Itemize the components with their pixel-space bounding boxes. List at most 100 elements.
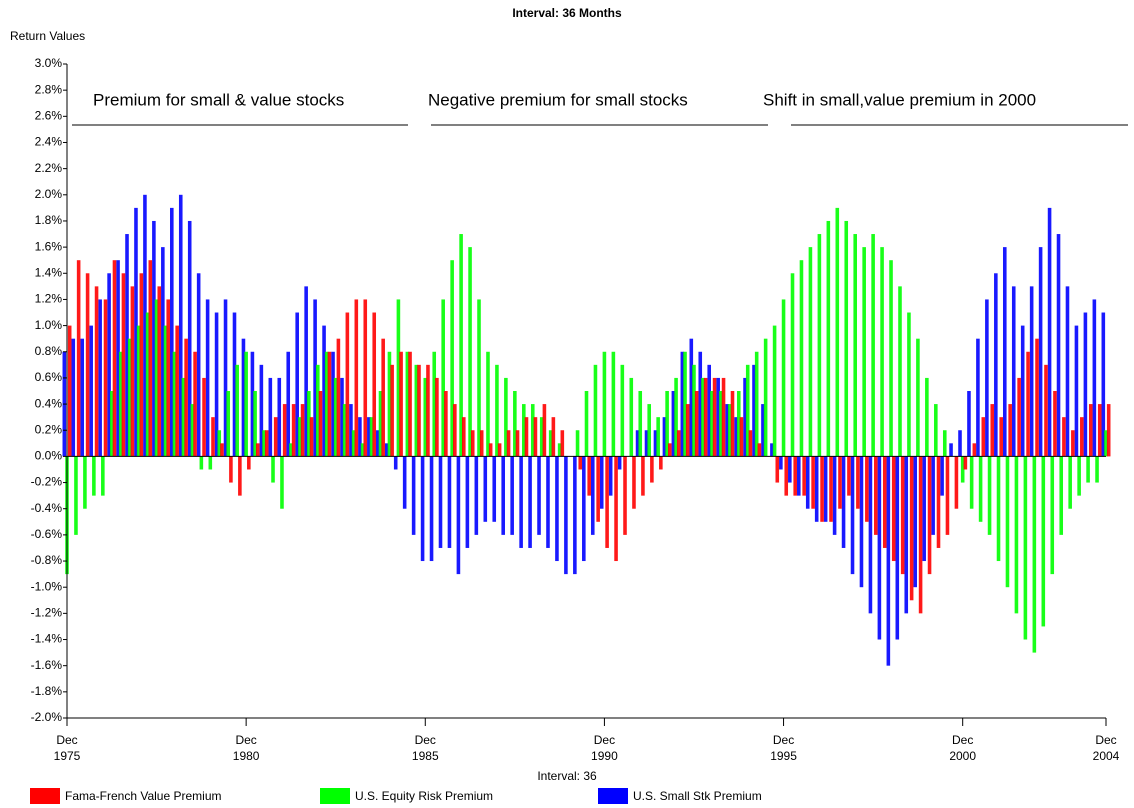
bar (772, 325, 777, 457)
bar (587, 456, 591, 496)
x-axis-label: Interval: 36 (537, 769, 597, 783)
bar (942, 430, 947, 457)
bar (340, 377, 344, 457)
bar (181, 377, 186, 457)
bar (465, 456, 470, 548)
bar (859, 456, 864, 588)
bar (703, 377, 708, 457)
bar (838, 456, 842, 509)
bar (202, 377, 206, 457)
bar (676, 430, 681, 457)
x-tick-label: 1980 (233, 749, 260, 763)
bar (226, 391, 231, 457)
annotation: Premium for small & value stocks (93, 90, 344, 109)
bar (900, 456, 905, 575)
bar (289, 443, 293, 457)
bar (841, 456, 846, 548)
bar (253, 391, 257, 457)
bar (996, 456, 1001, 562)
bar (832, 456, 837, 535)
bar (605, 456, 609, 548)
bar (1026, 351, 1030, 457)
bar (510, 456, 514, 535)
bar (916, 338, 920, 457)
y-tick-label: 1.6% (35, 239, 63, 253)
bar (372, 312, 377, 457)
bar (322, 325, 326, 457)
bar (450, 260, 454, 457)
bar (954, 456, 959, 509)
bar (537, 456, 541, 535)
bar (555, 456, 559, 562)
x-tick-label: Dec (415, 733, 436, 747)
bar (211, 417, 215, 457)
bar (886, 456, 891, 666)
bar (411, 456, 416, 535)
bar (650, 456, 654, 483)
bar (307, 391, 311, 457)
bar (701, 377, 705, 457)
bar (573, 456, 577, 575)
bar (945, 456, 950, 535)
bar (277, 377, 282, 457)
bar (1002, 247, 1007, 457)
bar (71, 338, 76, 457)
bar (360, 443, 365, 457)
bar (381, 338, 385, 457)
bar (557, 443, 562, 457)
bar (826, 220, 831, 457)
bar (1035, 338, 1039, 457)
bar (1056, 234, 1061, 457)
bar (447, 456, 452, 548)
bar (542, 404, 547, 457)
bar (940, 456, 944, 496)
bar (313, 299, 317, 457)
bar (958, 430, 962, 457)
bar (172, 351, 177, 457)
bar (67, 325, 72, 457)
x-tick-label: Dec (594, 733, 615, 747)
bar (689, 338, 694, 457)
bar (960, 456, 965, 483)
bar (799, 260, 804, 457)
y-tick-label: 3.0% (35, 56, 63, 70)
bar (1047, 207, 1052, 457)
bar (255, 443, 260, 457)
y-tick-label: 2.6% (35, 108, 63, 122)
bar (515, 430, 520, 457)
bar (474, 456, 479, 535)
bar (349, 404, 353, 457)
bar (187, 220, 192, 457)
x-tick-label: 1985 (412, 749, 439, 763)
bar (659, 456, 663, 470)
bar (116, 260, 120, 457)
bar (748, 430, 753, 457)
bar (790, 273, 795, 457)
bar (784, 456, 789, 496)
bar (656, 417, 660, 457)
bar (199, 456, 204, 470)
bar (426, 364, 430, 457)
bar (969, 456, 974, 509)
bar (972, 443, 977, 457)
x-tick-label: 1990 (591, 749, 618, 763)
bar (712, 377, 717, 457)
bar (620, 364, 625, 457)
bar (736, 391, 741, 457)
bar (519, 456, 523, 548)
bar (668, 443, 672, 457)
bar (877, 456, 882, 640)
bar (796, 456, 801, 496)
x-tick-label: 1975 (54, 749, 81, 763)
bar (438, 456, 443, 548)
bar (680, 351, 685, 457)
legend-swatch (320, 788, 350, 804)
bar (1077, 456, 1081, 496)
bar (1050, 456, 1055, 575)
bar (698, 351, 703, 457)
bar (217, 430, 222, 457)
legend-label: U.S. Small Stk Premium (633, 789, 762, 803)
bar (486, 351, 490, 457)
bar (295, 312, 299, 457)
bar (853, 234, 857, 457)
